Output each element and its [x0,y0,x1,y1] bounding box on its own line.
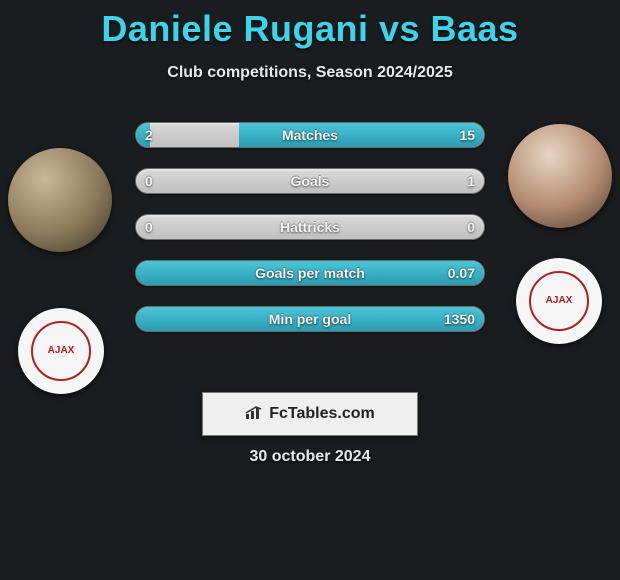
stat-value-left: 2 [145,122,153,148]
page-title: Daniele Rugani vs Baas [0,0,620,50]
comparison-stage: AJAX AJAX Matches215Goals01Hattricks00Go… [0,118,620,418]
stat-value-left: 0 [145,214,153,240]
stat-label: Goals per match [135,260,485,286]
stat-row: Goals per match0.07 [135,256,485,290]
player-left-club-badge: AJAX [18,308,104,394]
player-right-club-badge: AJAX [516,258,602,344]
stat-label: Hattricks [135,214,485,240]
stat-value-left: 0 [145,168,153,194]
stat-row: Matches2 15 [135,118,485,152]
snapshot-date: 30 october 2024 [0,448,620,466]
ajax-badge-icon: AJAX [529,271,589,331]
stat-value-right: 1 [467,168,475,194]
stat-label: Min per goal [135,306,485,332]
stat-row: Goals0 1 [135,164,485,198]
stat-value-right: 0 [467,214,475,240]
stat-bars: Matches215Goals01Hattricks00Goals per ma… [135,118,485,348]
page-subtitle: Club competitions, Season 2024/2025 [0,64,620,82]
brand-text: FcTables.com [269,405,375,423]
stat-value-right: 1350 [444,306,475,332]
stat-label: Matches [135,122,485,148]
player-left-avatar [8,148,112,252]
player-right-avatar [508,124,612,228]
brand-box: FcTables.com [202,392,418,436]
stat-value-right: 0.07 [448,260,475,286]
stat-row: Hattricks0 0 [135,210,485,244]
ajax-badge-icon: AJAX [31,321,91,381]
stat-value-right: 15 [459,122,475,148]
stat-label: Goals [135,168,485,194]
chart-icon [245,406,263,423]
stat-row: Min per goal1350 [135,302,485,336]
